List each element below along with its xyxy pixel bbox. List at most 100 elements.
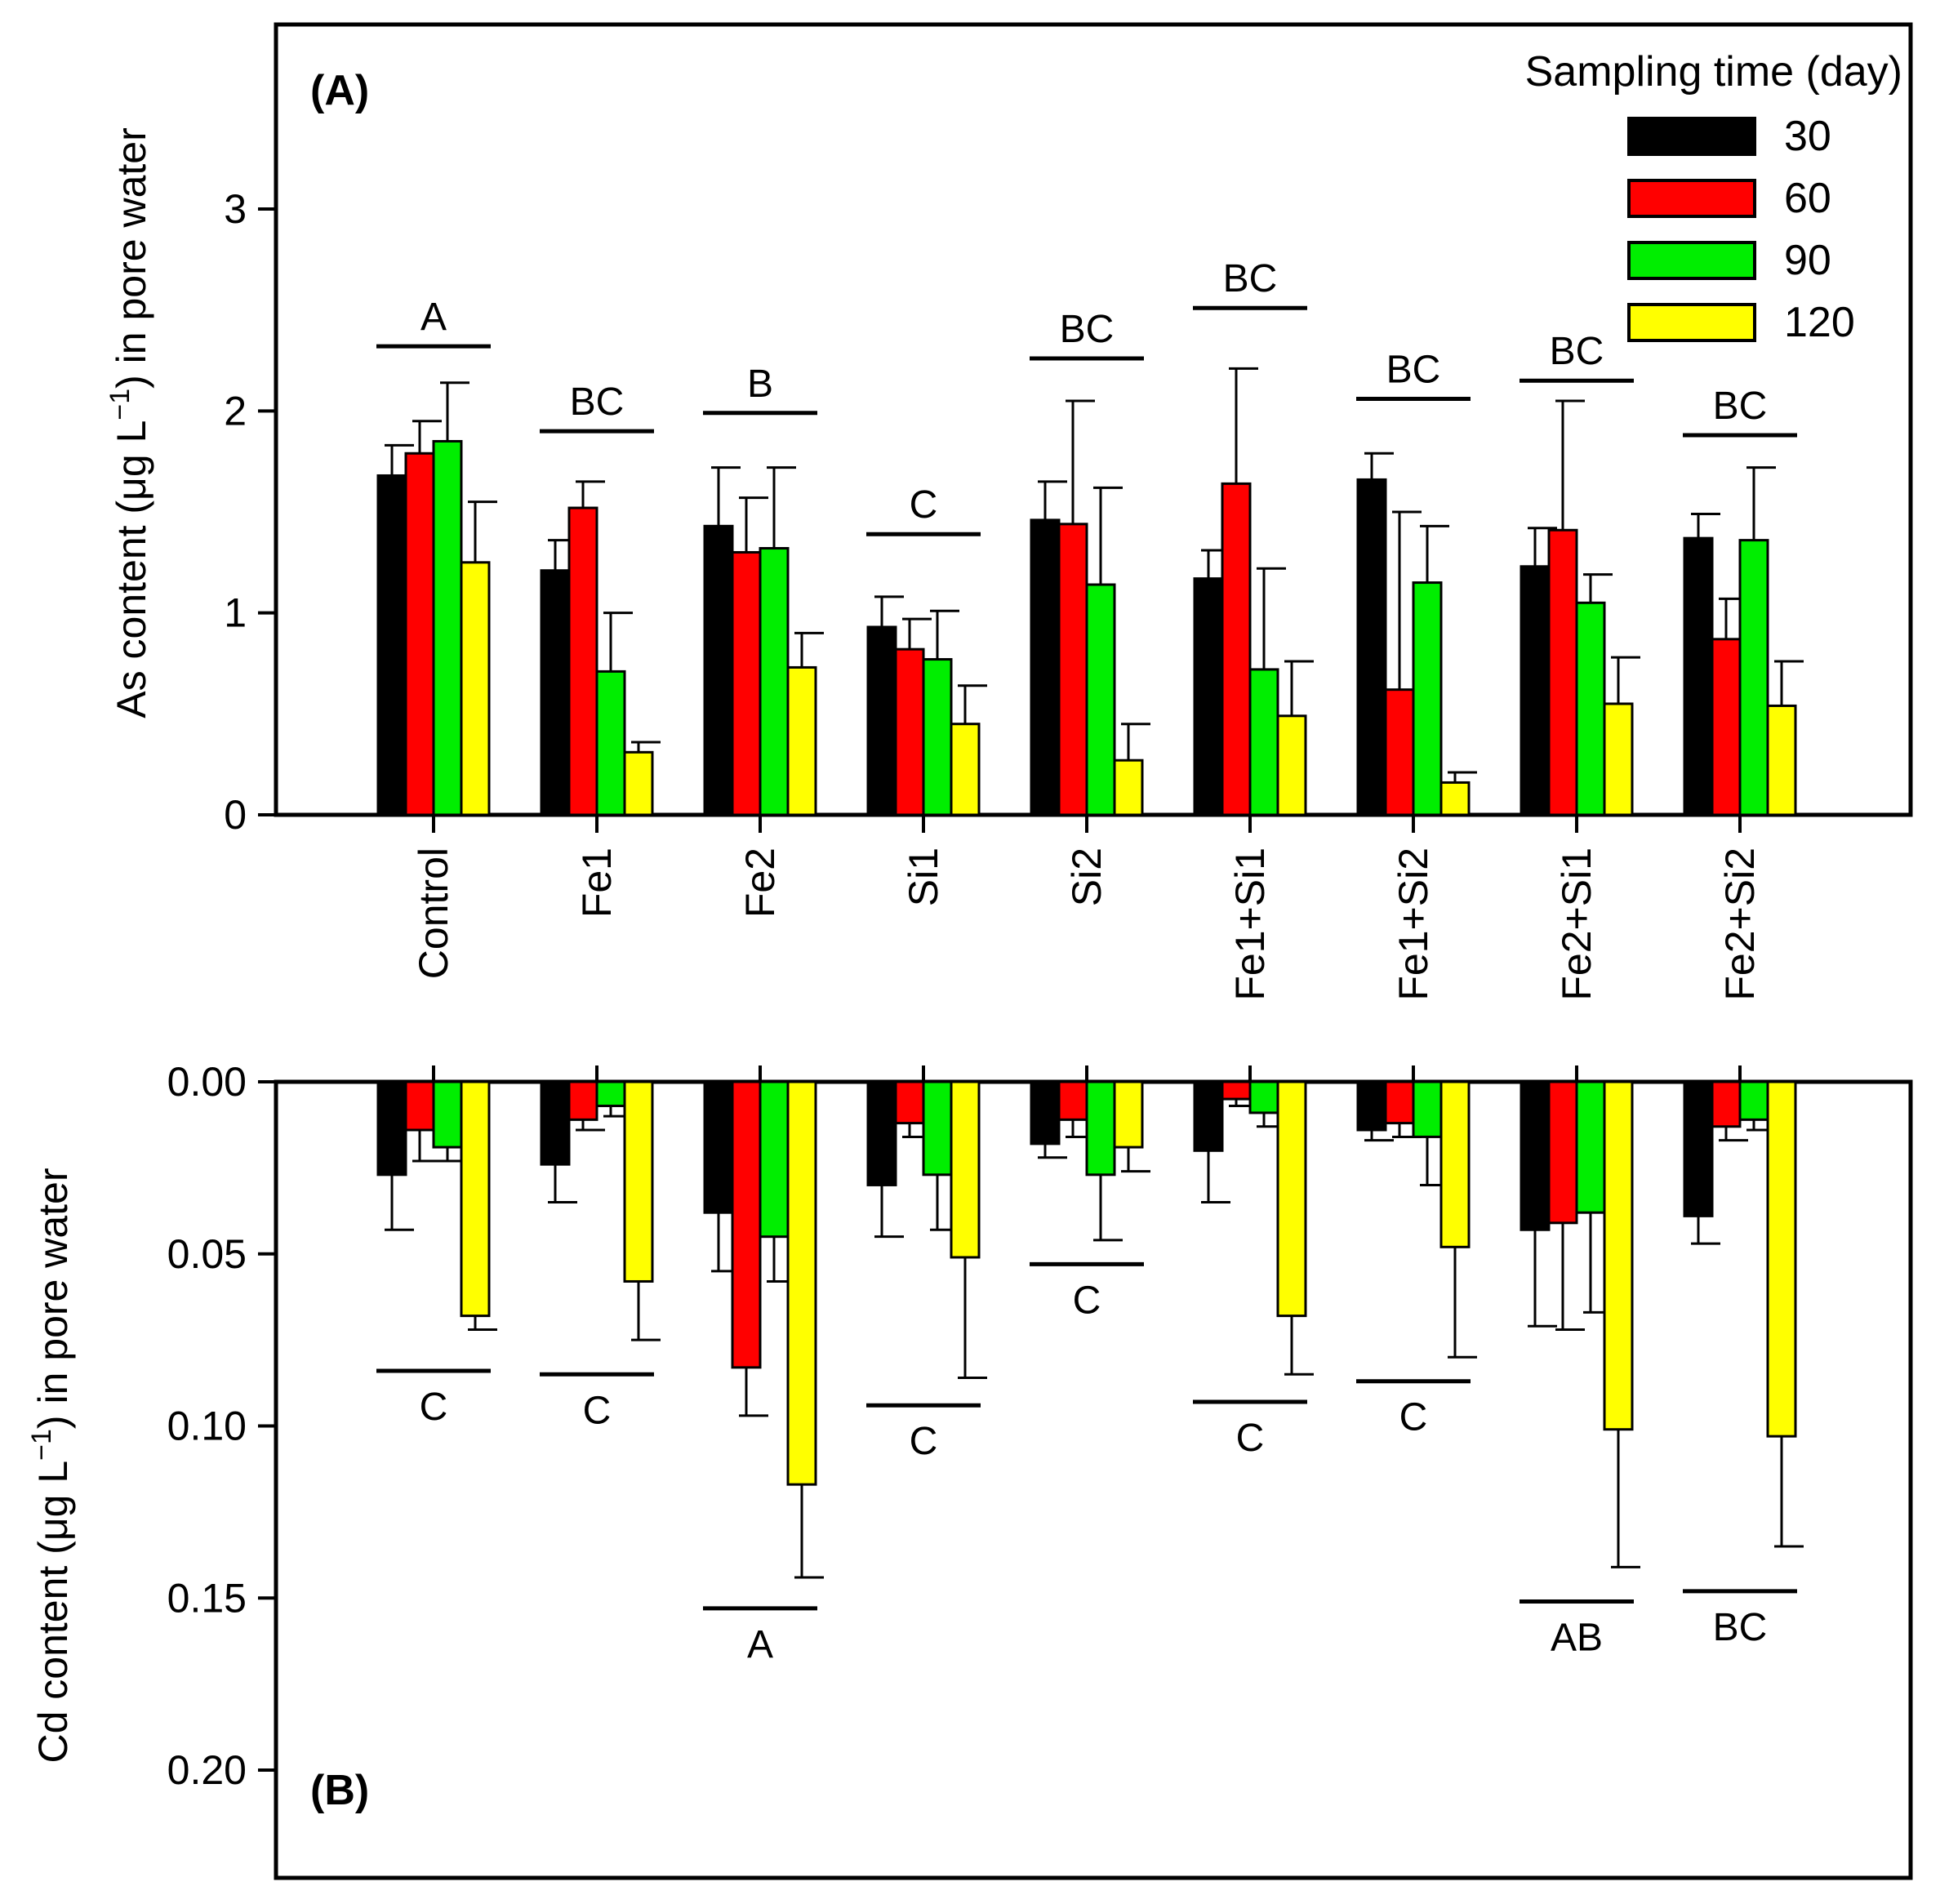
category-label: Fe2+Si1 bbox=[1554, 847, 1600, 1001]
category-labels: Control Fe1 Fe2 Si1 Si2 Fe1+Si1 Fe1+Si2 Fe2+Si1… bbox=[411, 847, 1763, 1001]
panel-a-bar-60 bbox=[1221, 482, 1252, 816]
panel-b-bar-120 bbox=[1276, 1080, 1307, 1318]
panel-b-bar-30 bbox=[1030, 1080, 1061, 1146]
panel-b-bar-90 bbox=[1248, 1080, 1279, 1114]
panel-a-bar-30 bbox=[866, 625, 897, 816]
panel-b-group-letter: BC bbox=[1713, 1606, 1768, 1649]
panel-a-bar-120 bbox=[1276, 714, 1307, 816]
legend-label: 90 bbox=[1784, 237, 1831, 284]
panel-a-y-tick-label: 3 bbox=[224, 186, 247, 232]
panel-a-bar-60 bbox=[404, 452, 435, 816]
category-label: Fe1+Si2 bbox=[1390, 847, 1436, 1001]
panel-b-bar-60 bbox=[567, 1080, 598, 1121]
category-label: Fe1+Si1 bbox=[1227, 847, 1273, 1001]
legend-label: 60 bbox=[1784, 175, 1831, 222]
panel-a-bar-60 bbox=[894, 647, 925, 816]
panel-a-bar-60 bbox=[731, 550, 762, 816]
panel-b-bar-30 bbox=[1193, 1080, 1224, 1152]
category-label: Fe1 bbox=[574, 847, 620, 918]
panel-b-label: (B) bbox=[310, 1767, 369, 1814]
panel-b-bar-60 bbox=[1057, 1080, 1088, 1121]
panel-a-bar-30 bbox=[1030, 518, 1061, 816]
panel-a-group-letter: BC bbox=[1060, 308, 1115, 351]
panel-a-bar-90 bbox=[1085, 583, 1116, 816]
legend-swatch-120 bbox=[1627, 303, 1756, 342]
category-label: Control bbox=[411, 847, 456, 979]
panel-a-y-tick-label: 0 bbox=[224, 792, 247, 838]
panel-b-group-letter: AB bbox=[1551, 1616, 1603, 1659]
panel-b-bar-90 bbox=[1412, 1080, 1443, 1138]
panel-b-bar-120 bbox=[1439, 1080, 1471, 1248]
panel-b-bar-90 bbox=[432, 1080, 463, 1149]
panel-b-group-letter: A bbox=[747, 1623, 773, 1666]
panel-b-y-tick-label: 0.10 bbox=[167, 1404, 247, 1449]
legend-swatch-60 bbox=[1627, 179, 1756, 218]
panel-a-bar-30 bbox=[1356, 478, 1387, 816]
category-label: Si2 bbox=[1064, 847, 1110, 906]
panel-b-bar-90 bbox=[595, 1080, 626, 1108]
panel-a-y-tick-label: 1 bbox=[224, 590, 247, 636]
panel-b-group-letter: C bbox=[583, 1389, 612, 1432]
panel-a-bar-30 bbox=[1683, 536, 1714, 816]
panel-b-bar-90 bbox=[1738, 1080, 1769, 1121]
panel-a-bar-90 bbox=[1412, 581, 1443, 816]
panel-b-group-letter: C bbox=[910, 1420, 938, 1463]
legend: Sampling time (day) 30 60 90 120 bbox=[1525, 48, 1902, 346]
panel-a-bar-120 bbox=[460, 561, 491, 816]
panel-a-group-letter: BC bbox=[1713, 385, 1768, 428]
legend-swatch-30 bbox=[1627, 117, 1756, 156]
category-label: Fe2+Si2 bbox=[1717, 847, 1763, 1001]
panel-a-bar-120 bbox=[786, 665, 817, 816]
panel-b-bar-30 bbox=[1683, 1080, 1714, 1217]
panel-a-bar-60 bbox=[1547, 528, 1578, 816]
panel-b-y-tick-label: 0.05 bbox=[167, 1231, 247, 1277]
panel-a-bar-120 bbox=[1766, 704, 1797, 816]
panel-a-label: (A) bbox=[310, 67, 369, 114]
panel-a-bar-60 bbox=[1057, 523, 1088, 816]
panel-a-bar-90 bbox=[1248, 668, 1279, 816]
panel-a-bar-30 bbox=[703, 524, 734, 816]
category-label: Si1 bbox=[901, 847, 946, 906]
panel-b-bar-120 bbox=[460, 1080, 491, 1318]
panel-b-group-letter: C bbox=[1399, 1396, 1428, 1439]
panel-b-bar-30 bbox=[866, 1080, 897, 1186]
panel-b-bar-120 bbox=[623, 1080, 654, 1283]
panel-b-y-axis-label: Cd content (μg L−1) in pore water bbox=[26, 1168, 76, 1763]
panel-b-bar-30 bbox=[703, 1080, 734, 1214]
panel-b-y-tick-label: 0.00 bbox=[167, 1059, 247, 1105]
panel-a-bar-60 bbox=[1711, 638, 1742, 816]
panel-b-bar-30 bbox=[540, 1080, 571, 1166]
panel-b-bar-120 bbox=[786, 1080, 817, 1486]
panel-a-group-letter: C bbox=[910, 483, 938, 527]
panel-b-bar-90 bbox=[1575, 1080, 1606, 1214]
panel-b-chart: 0.00 0.05 0.10 0.15 0.20 C C A C C C C AB BC bbox=[167, 1059, 1913, 1880]
panel-a-bar-120 bbox=[950, 723, 981, 816]
panel-a-bar-30 bbox=[1193, 577, 1224, 816]
panel-b-bar-60 bbox=[1384, 1080, 1415, 1125]
legend-label: 30 bbox=[1784, 113, 1831, 160]
panel-b-bar-90 bbox=[922, 1080, 953, 1177]
panel-a-bar-30 bbox=[540, 569, 571, 816]
panel-b-y-tick-label: 0.15 bbox=[167, 1575, 247, 1621]
panel-b-y-tick-label: 0.20 bbox=[167, 1747, 247, 1793]
panel-b-bar-30 bbox=[1520, 1080, 1551, 1231]
panel-a-bar-120 bbox=[1603, 702, 1634, 816]
panel-a-bar-30 bbox=[1520, 565, 1551, 816]
panel-b-bar-120 bbox=[950, 1080, 981, 1259]
panel-b-bar-120 bbox=[1766, 1080, 1797, 1438]
panel-a-group-letter: BC bbox=[1550, 330, 1604, 373]
panel-a-bar-30 bbox=[376, 474, 407, 816]
panel-a-bar-90 bbox=[1738, 539, 1769, 816]
panel-b-group-letter: C bbox=[420, 1386, 448, 1429]
legend-label: 120 bbox=[1784, 299, 1855, 346]
panel-a-bar-60 bbox=[1384, 688, 1415, 816]
panel-b-bar-60 bbox=[1711, 1080, 1742, 1128]
panel-b-group-letter: C bbox=[1236, 1417, 1265, 1460]
panel-a-bar-90 bbox=[1575, 601, 1606, 816]
panel-a-group-letter: B bbox=[747, 363, 773, 406]
panel-a-bar-90 bbox=[922, 658, 953, 816]
legend-swatch-90 bbox=[1627, 241, 1756, 280]
panel-a-y-tick-label: 2 bbox=[224, 388, 247, 434]
